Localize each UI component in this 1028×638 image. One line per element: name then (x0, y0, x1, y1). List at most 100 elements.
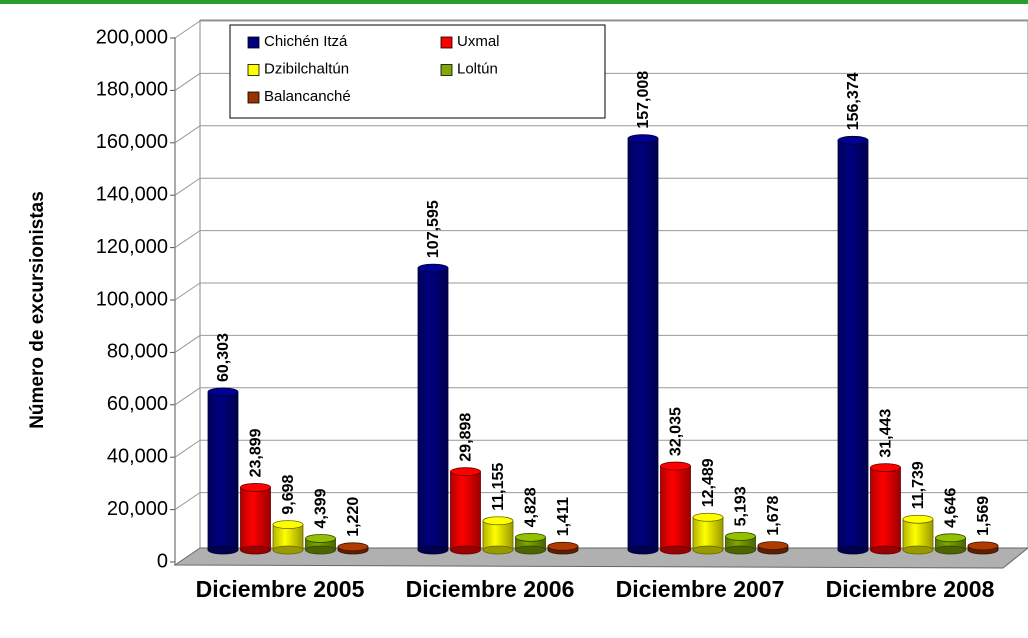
bar (837, 139, 869, 551)
bar-bottom (207, 545, 239, 555)
bar (450, 471, 481, 551)
bar-top (627, 134, 659, 144)
bar-top (482, 516, 514, 526)
y-tick-label: 40,000 (107, 445, 168, 467)
y-tick-label: 180,000 (96, 79, 168, 101)
grid-line (174, 20, 1028, 39)
bar-bottom (240, 545, 271, 555)
bar-bottom (482, 545, 514, 555)
bar-bottom (870, 545, 901, 555)
y-axis-label: Número de excursionistas (27, 191, 48, 429)
bar-top (935, 533, 966, 543)
y-tick-label: 160,000 (96, 131, 168, 153)
bar-top (902, 514, 934, 524)
bar (870, 467, 901, 551)
y-tick-label: 140,000 (96, 183, 168, 205)
bar-top (450, 467, 481, 477)
bar (692, 516, 724, 551)
data-label: 4,646 (943, 488, 960, 528)
data-label: 31,443 (878, 409, 895, 458)
bar (482, 520, 514, 551)
y-tick-label: 200,000 (96, 26, 168, 48)
legend-label: Dzibilchaltún (264, 60, 349, 77)
data-label: 32,035 (668, 407, 685, 456)
data-label: 5,193 (733, 486, 750, 526)
back-wall (199, 19, 1028, 549)
bar-top (870, 463, 901, 473)
bar-top (837, 135, 869, 145)
data-label: 1,411 (555, 497, 572, 536)
legend-swatch (247, 64, 260, 76)
legend-label: Balancanché (264, 88, 351, 105)
x-tick-label: Diciembre 2006 (405, 576, 575, 602)
bar-bottom (692, 545, 724, 555)
data-label: 9,698 (280, 474, 297, 514)
legend-box (229, 24, 606, 119)
bar (660, 465, 691, 551)
data-label: 156,374 (845, 72, 862, 130)
x-tick-label: Diciembre 2005 (195, 576, 365, 602)
bar-top (207, 387, 239, 397)
bar-bottom (417, 545, 449, 555)
x-tick-label: Diciembre 2008 (825, 576, 995, 602)
data-label: 107,595 (425, 200, 442, 258)
bar-bottom (837, 545, 869, 555)
bar-top (757, 541, 789, 551)
bar-top (417, 263, 449, 273)
top-border (0, 0, 1028, 4)
bar-top (967, 541, 999, 551)
bar-bottom (272, 545, 304, 555)
bar (207, 391, 239, 551)
bar-top (515, 532, 546, 542)
grid-line (174, 492, 1028, 511)
grid-line (174, 125, 1028, 144)
grid-line (174, 72, 1028, 91)
data-label: 11,155 (490, 463, 507, 511)
y-tick-label: 80,000 (107, 341, 168, 363)
bar-top (725, 531, 756, 541)
y-tick-label: 60,000 (107, 393, 168, 415)
data-label: 29,898 (458, 413, 475, 462)
bar (627, 138, 659, 551)
bar-bottom (515, 545, 546, 555)
grid-line (174, 282, 1028, 301)
bar (902, 518, 934, 551)
bar-top (660, 461, 691, 471)
bar-bottom (305, 545, 336, 555)
bar-top (240, 482, 271, 492)
bar-top (547, 541, 579, 551)
legend-swatch (247, 36, 260, 49)
y-tick-label: 0 (157, 550, 168, 572)
bar (240, 486, 271, 551)
data-label: 12,489 (700, 458, 717, 507)
y-tick-label: 100,000 (96, 288, 168, 310)
legend-label: Uxmal (457, 33, 500, 50)
bar-bottom (935, 545, 966, 555)
grid-line (174, 387, 1028, 406)
bar-bottom (450, 545, 481, 555)
bar (417, 267, 449, 551)
bar-top (337, 542, 369, 552)
data-label: 4,828 (523, 487, 540, 527)
bar-bottom (660, 545, 691, 555)
bar-top (272, 520, 304, 529)
floor (173, 547, 1028, 569)
bar-top (305, 534, 336, 543)
y-tick-label: 120,000 (96, 236, 168, 258)
data-label: 4,399 (313, 488, 330, 528)
data-label: 23,899 (248, 428, 265, 477)
legend-swatch (440, 36, 453, 49)
legend-swatch (440, 64, 453, 76)
grid-line (174, 177, 1028, 196)
grid-line (174, 334, 1028, 353)
y-tick-label: 20,000 (107, 498, 168, 520)
data-label: 1,220 (345, 497, 362, 537)
legend-label: Loltún (457, 60, 498, 77)
legend-swatch (247, 91, 260, 104)
grid-line (174, 439, 1028, 458)
bar-bottom (725, 545, 756, 555)
bar-top (692, 512, 724, 522)
data-label: 1,678 (765, 495, 782, 535)
data-label: 157,008 (635, 71, 652, 129)
